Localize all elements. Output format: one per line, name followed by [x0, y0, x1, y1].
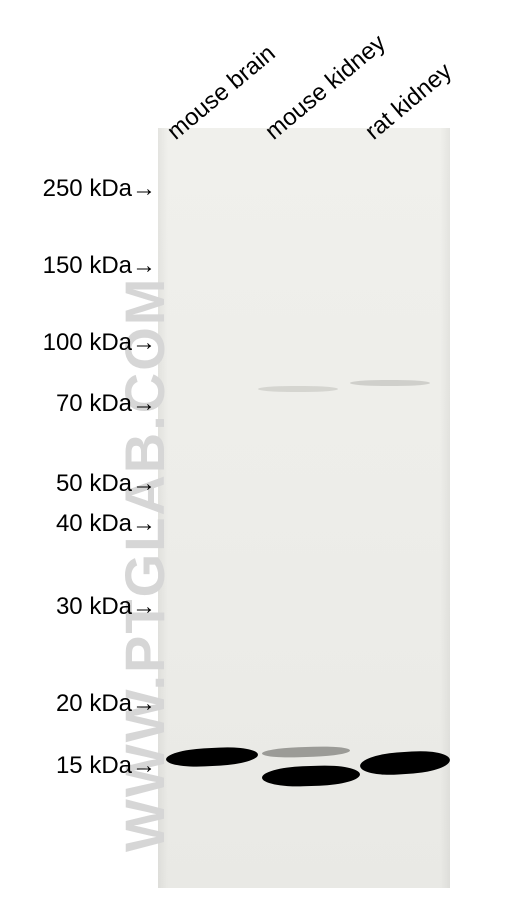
blot-edge-right [440, 128, 450, 888]
mw-marker: 250 kDa→ [43, 175, 156, 203]
mw-marker: 70 kDa→ [56, 390, 156, 418]
band-lane2-70kda-faint [258, 386, 338, 392]
mw-marker: 150 kDa→ [43, 252, 156, 280]
mw-marker: 40 kDa→ [56, 510, 156, 538]
mw-marker: 50 kDa→ [56, 470, 156, 498]
mw-marker: 15 kDa→ [56, 752, 156, 780]
figure-container: WWW.PTGLAB.COM mouse brain mouse kidney … [0, 0, 520, 903]
mw-marker: 100 kDa→ [43, 329, 156, 357]
band-lane3-70kda-faint [350, 380, 430, 386]
mw-marker: 20 kDa→ [56, 690, 156, 718]
mw-marker: 30 kDa→ [56, 593, 156, 621]
